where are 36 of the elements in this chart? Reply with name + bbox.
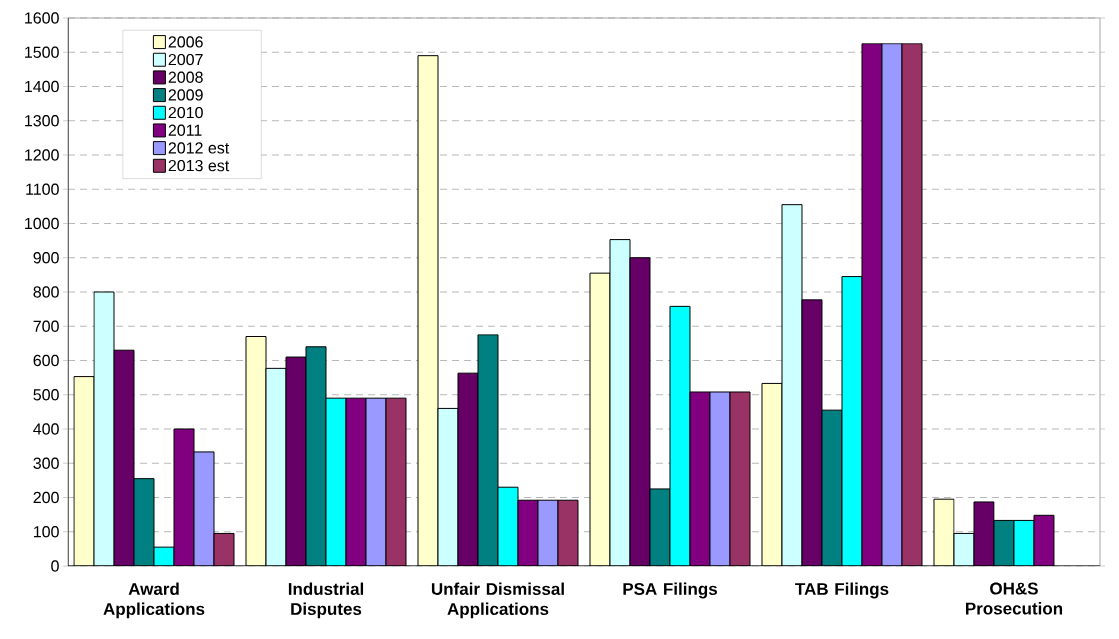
bar [418, 55, 438, 566]
y-tick-label: 1200 [25, 149, 59, 161]
legend-label: 2013 est [168, 159, 230, 172]
y-tick-label: 200 [33, 491, 59, 504]
y-tick-label: 800 [33, 286, 59, 298]
y-tick-label: 700 [33, 320, 59, 332]
x-tick-label: Industrial Disputes [288, 582, 364, 619]
y-tick-label: 1100 [26, 183, 59, 195]
bar [881, 43, 903, 566]
x-tick-label: TAB Filings [795, 582, 889, 599]
legend-label: 2006 [168, 36, 203, 48]
y-tick-label: 1500 [25, 46, 59, 58]
legend-label: 2010 [168, 106, 203, 119]
x-tick-label: OH&S Prosecution [966, 582, 1063, 615]
y-tick-label: 1000 [25, 217, 59, 230]
legend-label: 2008 [168, 71, 203, 83]
y-tick-label: 300 [33, 457, 59, 469]
y-tick-label: 1400 [25, 80, 59, 93]
x-tick-label: Unfair Dismissal Applications [431, 582, 564, 619]
y-tick-label: 1600 [25, 12, 59, 24]
y-tick-label: 0 [51, 560, 59, 572]
legend-label: 2009 [168, 89, 203, 101]
x-tick-label: PSA Filings [623, 582, 717, 599]
legend-label: 2012 est [168, 142, 230, 154]
x-tick-label: Award Applications [103, 582, 205, 619]
bar [841, 276, 862, 566]
y-tick-label: 400 [33, 423, 59, 435]
legend-label: 2007 [168, 53, 203, 66]
y-tick-label: 600 [33, 354, 59, 367]
y-tick-label: 1300 [25, 115, 59, 127]
bar [901, 43, 923, 566]
y-tick-label: 900 [33, 252, 59, 264]
legend-label: 2011 [168, 124, 202, 136]
y-tick-label: 500 [33, 389, 59, 401]
y-tick-label: 100 [34, 526, 59, 538]
bar [861, 43, 882, 566]
